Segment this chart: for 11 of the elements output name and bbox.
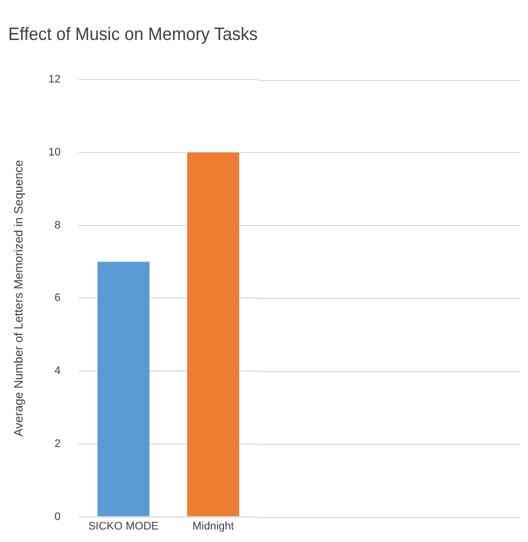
y-axis-title: Average Number of Letters Memorized in Sequence — [12, 160, 26, 436]
y-tick-label: 2 — [54, 438, 61, 450]
y-tick-label: 10 — [48, 146, 61, 158]
y-tick-label: 0 — [54, 510, 61, 523]
y-tick-label: 6 — [54, 292, 61, 304]
y-tick-label: 12 — [48, 74, 61, 86]
x-tick-label: SICKO MODE — [88, 520, 159, 532]
y-tick-label: 8 — [54, 219, 61, 232]
chart-title: Effect of Music on Memory Tasks — [8, 23, 258, 44]
y-tick-label: 4 — [54, 365, 61, 378]
x-tick-label: Midnight — [192, 520, 234, 532]
